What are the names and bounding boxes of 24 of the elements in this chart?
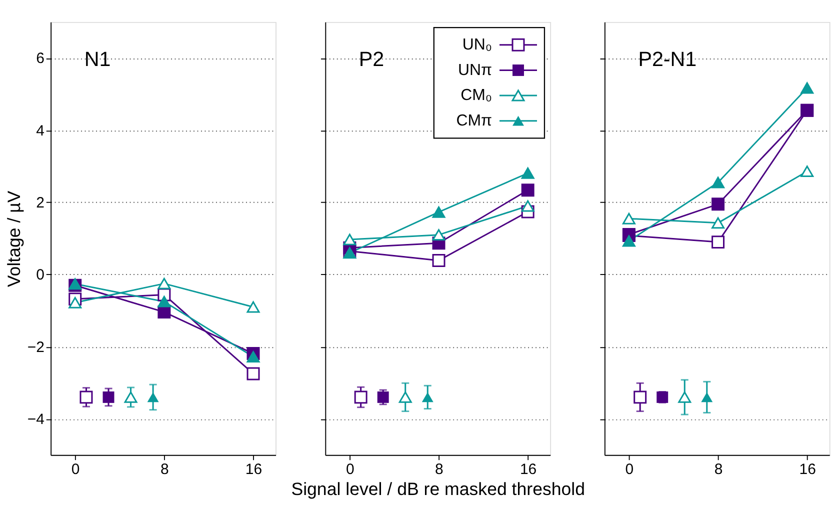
y-tick-label: 2	[36, 194, 45, 212]
x-axis-title: Signal level / dB re masked threshold	[291, 478, 586, 499]
annotation: P2	[358, 48, 384, 72]
y-tick-label: −4	[27, 411, 45, 428]
x-tick-label: 16	[520, 461, 537, 478]
x-tick-label: 0	[346, 461, 354, 478]
x-tick-label: 0	[625, 461, 634, 478]
legend-label: CM₀	[460, 87, 492, 104]
y-axis-title: Voltage / µV	[4, 190, 24, 288]
y-tick-label: 6	[36, 50, 45, 68]
x-tick-label: 8	[160, 461, 169, 478]
y-tick-label: 0	[36, 266, 45, 284]
x-tick-label: 16	[245, 461, 262, 478]
annotation: N1	[84, 48, 111, 72]
y-tick-label: 4	[36, 122, 45, 140]
y-tick-label: −2	[27, 338, 45, 356]
x-tick-label: 8	[714, 461, 723, 478]
x-tick-label: 0	[71, 461, 80, 478]
annotation: P2-N1	[638, 48, 697, 72]
legend-label: CMπ	[456, 112, 492, 130]
x-tick-label: 8	[435, 461, 444, 478]
legend-label: UN₀	[462, 36, 492, 54]
legend-label: UNπ	[458, 62, 492, 79]
x-tick-label: 16	[799, 461, 816, 478]
